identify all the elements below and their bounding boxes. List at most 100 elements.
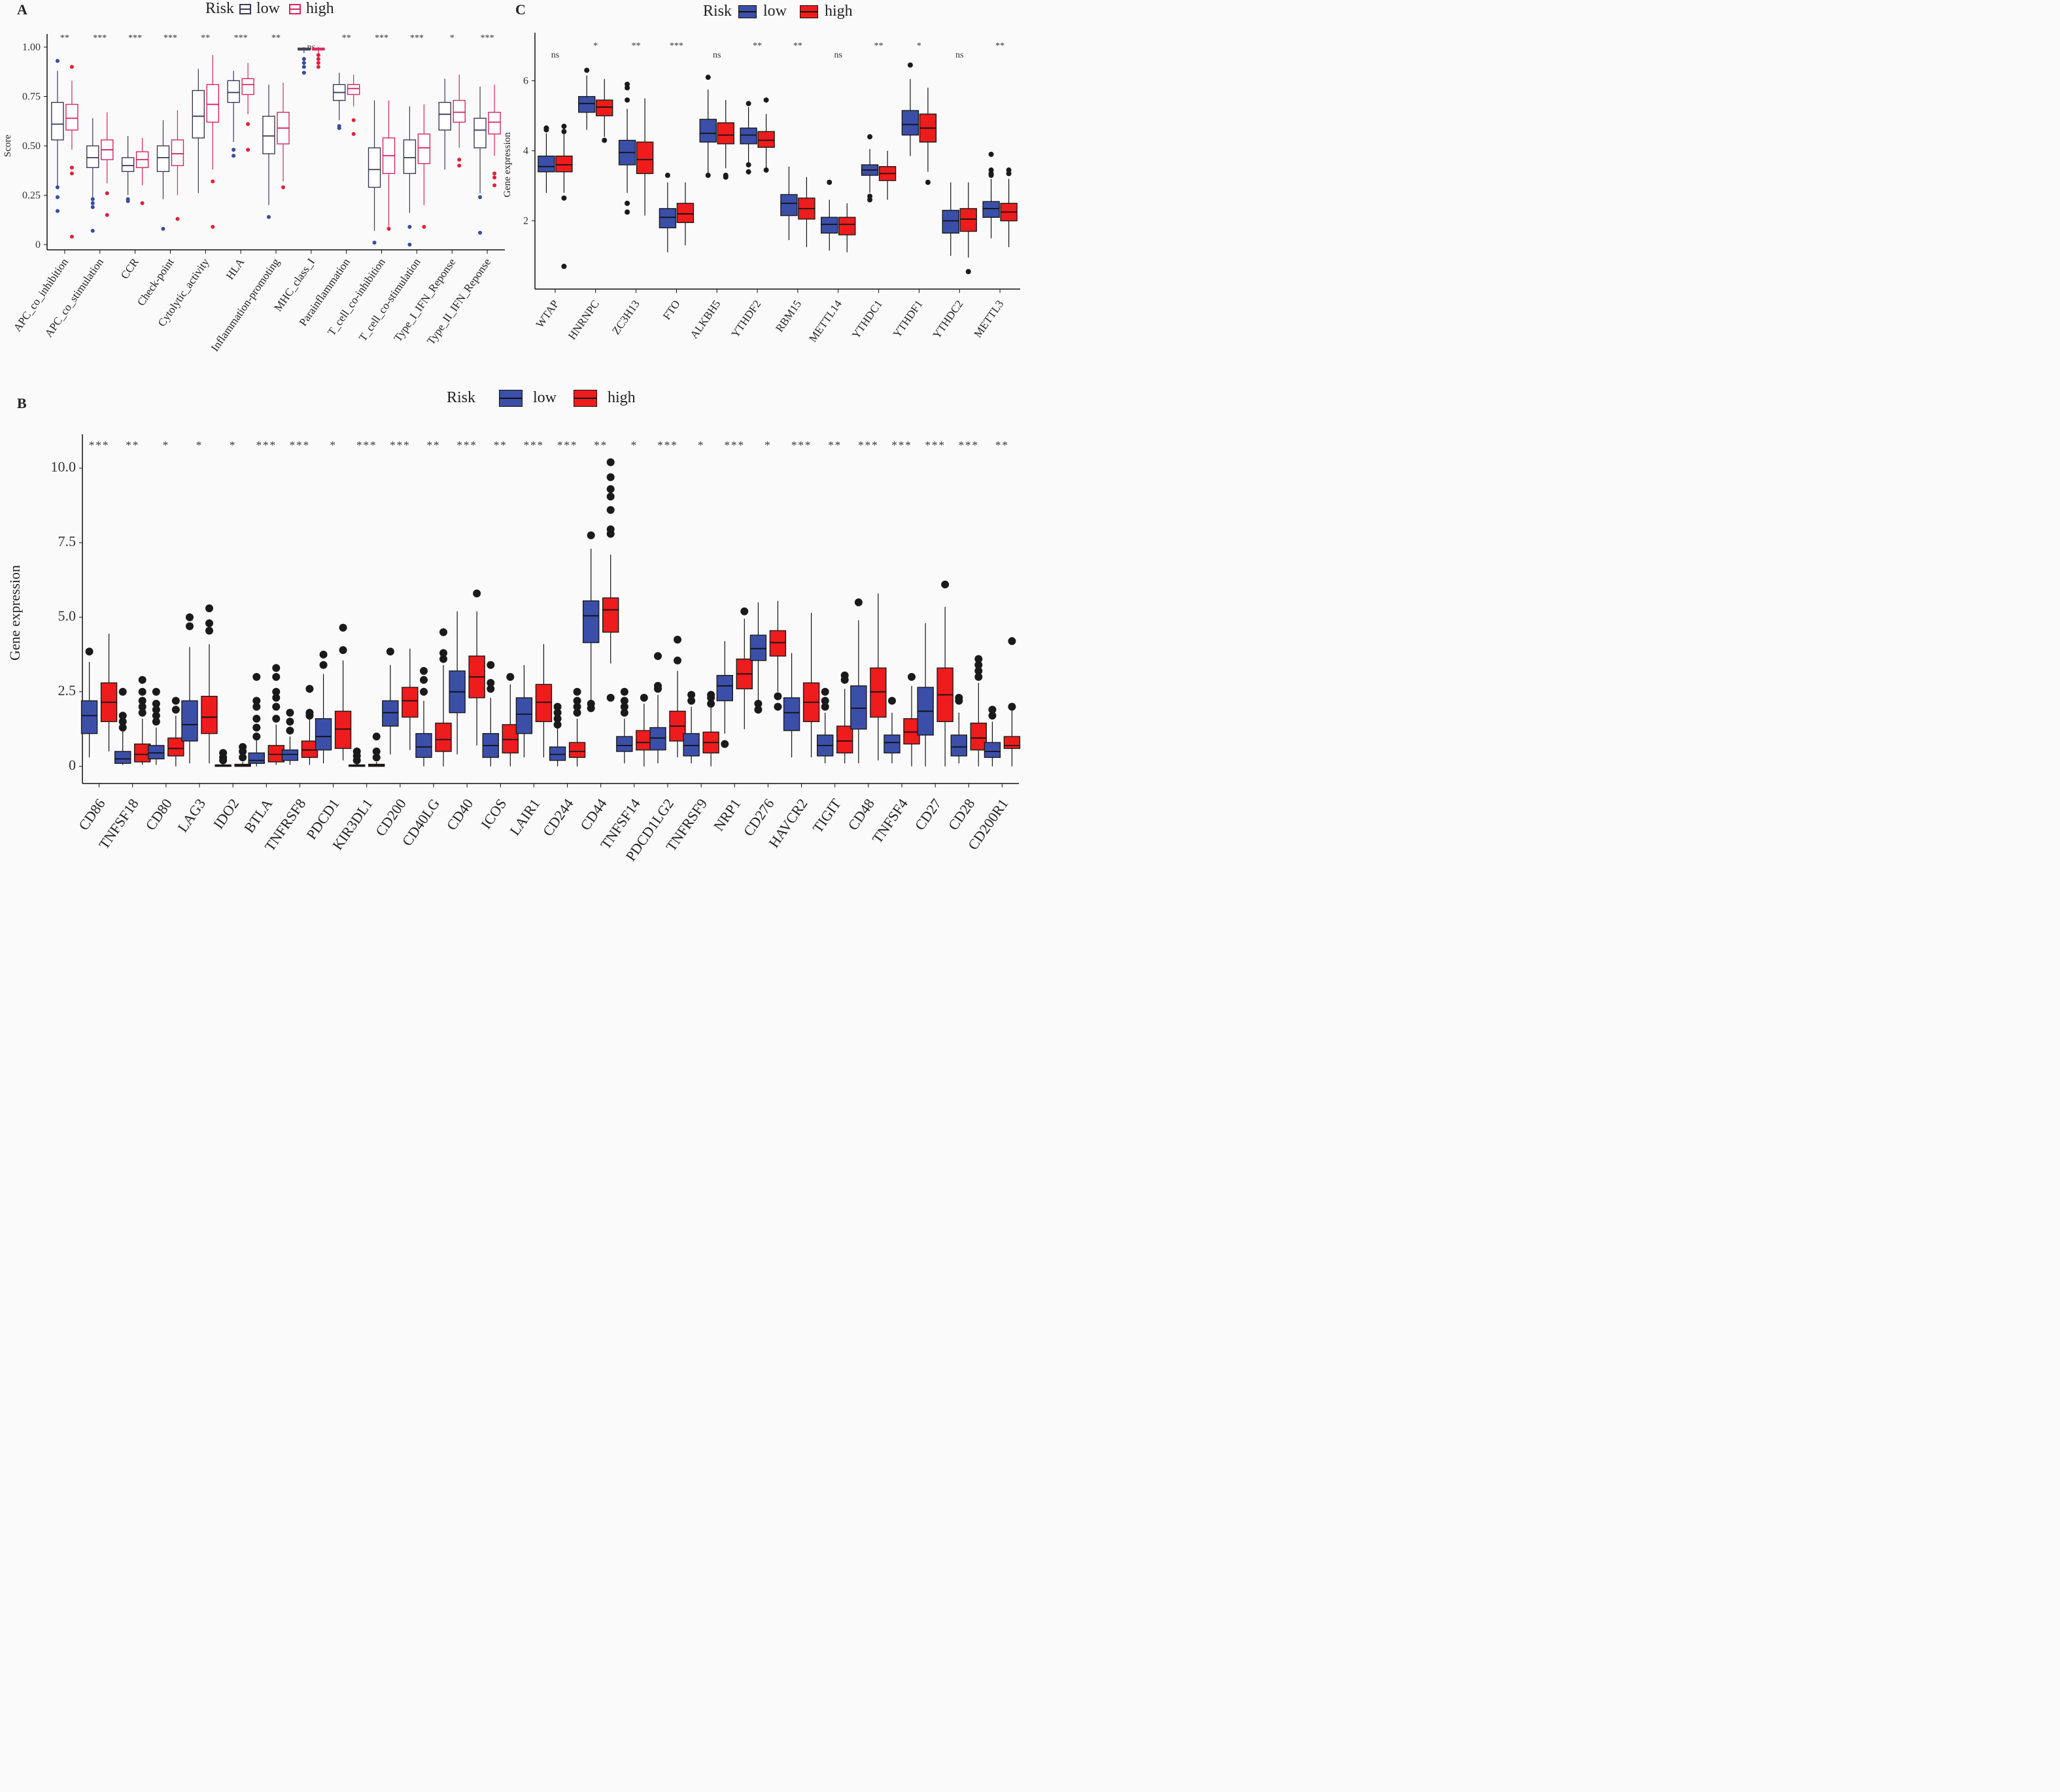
outlier-point [457,164,462,168]
box-low [148,687,165,765]
outlier-point [272,664,281,672]
outlier-point [301,71,306,75]
box-low [482,661,499,767]
legend-key-high [289,3,301,14]
significance-label: * [917,41,921,51]
box-iqr [415,732,432,758]
box-low [80,647,98,758]
x-tick-label: RBM15 [773,298,804,334]
outlier-point [55,59,60,63]
y-tick-label: 0.25 [22,190,41,201]
outlier-point [746,101,751,107]
outlier-point [55,195,60,199]
outlier-point [573,708,581,717]
outlier-point [625,209,630,215]
x-tick-label: CD40 [443,796,477,833]
box-high [959,182,977,275]
box-iqr [950,734,967,757]
x-tick-label: YTHDF2 [729,298,763,339]
outlier-point [640,693,648,702]
outlier-point [337,126,341,130]
box-high [769,600,787,711]
box-low [861,134,879,203]
outlier-point [602,137,608,143]
box-iqr [473,118,487,148]
panel-label-b: B [17,395,27,411]
outlier-point [705,75,711,80]
box-iqr [901,110,919,136]
outlier-point [301,65,306,69]
significance-label: *** [925,439,946,451]
box-high [1003,637,1021,767]
box-low [583,531,600,712]
significance-label: *** [481,33,494,43]
box-low [578,67,596,130]
box-iqr [262,115,275,154]
x-tick-label: BTLA [241,795,275,835]
outlier-point [152,700,160,708]
outlier-point [138,702,146,711]
significance-label: *** [128,33,142,43]
outlier-point [487,661,495,669]
outlier-point [305,685,314,693]
outlier-point [584,67,590,73]
box-high [1000,167,1018,247]
outlier-point [974,673,983,681]
outlier-point [316,65,320,69]
outlier-point [205,627,213,635]
outlier-point [988,151,994,157]
significance-label: ** [594,439,608,451]
significance-label: ** [995,439,1009,451]
significance-label: *** [256,439,277,451]
significance-label: ** [632,41,641,51]
outlier-point [90,228,95,233]
box-low [649,652,666,764]
outlier-point [118,717,127,726]
box-iqr [699,118,717,143]
box-iqr [502,724,519,753]
outlier-point [239,743,247,751]
outlier-point [286,727,294,735]
outlier-point [319,650,328,659]
outlier-point [319,661,328,669]
panel-label-a: A [17,1,27,18]
box-low [515,664,533,758]
legend-label-low: low [533,389,557,406]
box-high [802,613,820,758]
box-high [241,63,254,152]
box-high [757,97,775,173]
box-low [86,118,99,233]
outlier-point [272,693,281,702]
box-low [192,69,205,194]
box-high [970,655,987,767]
significance-label: *** [657,439,678,451]
outlier-point [941,580,950,589]
box-iqr [850,685,867,730]
significance-label: ** [828,439,842,451]
significance-label: *** [858,439,879,451]
box-iqr [716,675,733,702]
box-iqr [382,700,399,727]
box-high [838,203,856,252]
box-iqr [417,133,431,164]
box-high [636,693,653,767]
x-tick-label: IDO2 [210,796,242,832]
x-tick-label: YTHDF1 [891,298,925,339]
legend-key-high [574,389,598,407]
y-tick-label: 4 [523,146,528,157]
box-low [780,166,798,241]
outlier-point [386,647,394,656]
outlier-point [492,175,497,180]
outlier-point [1008,637,1016,646]
x-tick-label: CD86 [75,796,109,833]
outlier-point [492,171,497,176]
outlier-point [620,708,628,717]
significance-label: *** [375,33,388,43]
outlier-point [573,687,581,696]
box-iqr [749,634,767,661]
box-low [315,650,332,764]
significance-label: ** [201,33,210,43]
outlier-point [553,708,562,717]
outlier-point [252,732,261,741]
x-tick-label: CCR [118,256,141,281]
